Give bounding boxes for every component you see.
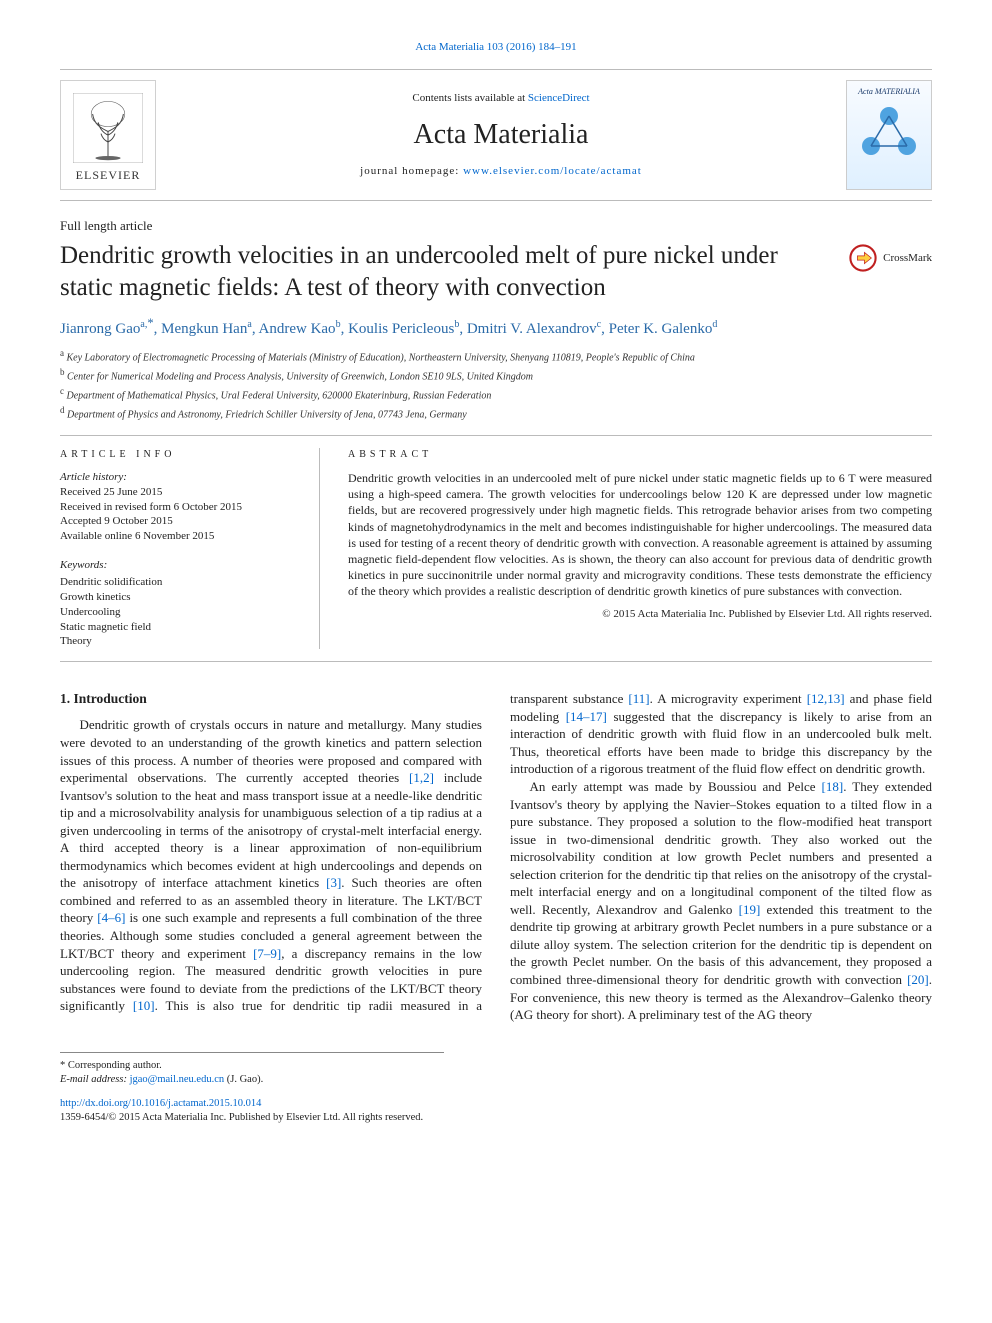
affiliation-b: b Center for Numerical Modeling and Proc… — [60, 366, 932, 384]
running-head-link[interactable]: Acta Materialia 103 (2016) 184–191 — [415, 41, 576, 53]
keywords: Keywords: Dendritic solidification Growt… — [60, 558, 301, 649]
aff-text-a: Key Laboratory of Electromagnetic Proces… — [67, 352, 695, 363]
history-online: Available online 6 November 2015 — [60, 529, 301, 544]
abstract-text: Dendritic growth velocities in an underc… — [348, 470, 932, 600]
ref-19[interactable]: [19] — [739, 902, 761, 917]
ref-3[interactable]: [3] — [326, 875, 341, 890]
doi-link[interactable]: http://dx.doi.org/10.1016/j.actamat.2015… — [60, 1098, 261, 1109]
p2c: . A microgravity experiment — [650, 691, 807, 706]
history-label: Article history: — [60, 470, 301, 485]
sciencedirect-link[interactable]: ScienceDirect — [528, 92, 590, 104]
affiliation-c: c Department of Mathematical Physics, Ur… — [60, 385, 932, 403]
p3a: An early attempt was made by Boussiou an… — [530, 779, 822, 794]
author-4[interactable]: Koulis Pericleous — [348, 321, 454, 337]
corresponding-author-note: * Corresponding author. — [60, 1059, 444, 1073]
email-suffix: (J. Gao). — [224, 1074, 263, 1085]
keyword-2: Growth kinetics — [60, 590, 301, 605]
p3b: . They extended Ivantsov's theory by app… — [510, 779, 932, 917]
article-type: Full length article — [60, 217, 932, 235]
author-6[interactable]: Peter K. Galenko — [609, 321, 713, 337]
masthead: ELSEVIER Contents lists available at Sci… — [60, 69, 932, 201]
ref-1-2[interactable]: [1,2] — [409, 770, 434, 785]
keyword-1: Dendritic solidification — [60, 575, 301, 590]
article-history: Article history: Received 25 June 2015 R… — [60, 470, 301, 544]
contents-line: Contents lists available at ScienceDirec… — [174, 91, 828, 106]
ref-7-9[interactable]: [7–9] — [253, 946, 281, 961]
author-2-aff: a — [247, 319, 251, 330]
ref-12-13[interactable]: [12,13] — [807, 691, 845, 706]
keyword-5: Theory — [60, 634, 301, 649]
aff-sup-c: c — [60, 386, 64, 396]
running-head: Acta Materialia 103 (2016) 184–191 — [60, 40, 932, 55]
article-info: ARTICLE INFO Article history: Received 2… — [60, 448, 320, 649]
article-title: Dendritic growth velocities in an underc… — [60, 240, 835, 303]
crossmark-label: CrossMark — [883, 251, 932, 266]
footnotes: * Corresponding author. E-mail address: … — [60, 1052, 444, 1087]
thumb-graphic-icon — [859, 102, 919, 162]
homepage-prefix: journal homepage: — [360, 165, 463, 177]
ref-18[interactable]: [18] — [822, 779, 844, 794]
aff-sup-d: d — [60, 405, 65, 415]
body-columns: 1. Introduction Dendritic growth of crys… — [60, 690, 932, 1023]
homepage-line: journal homepage: www.elsevier.com/locat… — [174, 164, 828, 179]
affiliation-d: d Department of Physics and Astronomy, F… — [60, 404, 932, 422]
article-info-head: ARTICLE INFO — [60, 448, 301, 462]
aff-sup-a: a — [60, 348, 64, 358]
author-5[interactable]: Dmitri V. Alexandrov — [467, 321, 597, 337]
affiliation-a: a Key Laboratory of Electromagnetic Proc… — [60, 347, 932, 365]
thumb-title: Acta MATERIALIA — [858, 87, 920, 98]
ref-14-17[interactable]: [14–17] — [566, 709, 607, 724]
aff-sup-b: b — [60, 367, 65, 377]
history-accepted: Accepted 9 October 2015 — [60, 514, 301, 529]
author-1[interactable]: Jianrong Gao — [60, 321, 140, 337]
abstract-copyright: © 2015 Acta Materialia Inc. Published by… — [348, 607, 932, 622]
corr-text: Corresponding author. — [68, 1060, 162, 1071]
meta-block: ARTICLE INFO Article history: Received 2… — [60, 435, 932, 662]
history-revised: Received in revised form 6 October 2015 — [60, 500, 301, 515]
email-line: E-mail address: jgao@mail.neu.edu.cn (J.… — [60, 1073, 444, 1087]
crossmark-badge[interactable]: CrossMark — [849, 244, 932, 272]
keyword-4: Static magnetic field — [60, 620, 301, 635]
issn-copyright: 1359-6454/© 2015 Acta Materialia Inc. Pu… — [60, 1111, 932, 1125]
author-3-aff: b — [336, 319, 341, 330]
affiliations: a Key Laboratory of Electromagnetic Proc… — [60, 347, 932, 421]
ref-4-6[interactable]: [4–6] — [97, 910, 125, 925]
ref-11[interactable]: [11] — [628, 691, 649, 706]
author-5-aff: c — [597, 319, 601, 330]
ref-20[interactable]: [20] — [907, 972, 929, 987]
aff-text-d: Department of Physics and Astronomy, Fri… — [67, 409, 467, 420]
author-6-aff: d — [712, 319, 717, 330]
publisher-logo[interactable]: ELSEVIER — [60, 80, 156, 190]
journal-cover-thumb[interactable]: Acta MATERIALIA — [846, 80, 932, 190]
author-3[interactable]: Andrew Kao — [259, 321, 336, 337]
author-1-corr: * — [147, 316, 153, 330]
section-1-heading: 1. Introduction — [60, 690, 482, 708]
masthead-center: Contents lists available at ScienceDirec… — [174, 80, 828, 190]
sec1-p3: An early attempt was made by Boussiou an… — [510, 778, 932, 1024]
aff-text-b: Center for Numerical Modeling and Proces… — [67, 371, 533, 382]
corr-marker: * — [60, 1060, 65, 1071]
keyword-3: Undercooling — [60, 605, 301, 620]
abstract-head: ABSTRACT — [348, 448, 932, 462]
email-label: E-mail address: — [60, 1074, 130, 1085]
corr-email[interactable]: jgao@mail.neu.edu.cn — [130, 1074, 225, 1085]
ref-10[interactable]: [10] — [133, 998, 155, 1013]
author-4-aff: b — [454, 319, 459, 330]
elsevier-tree-icon — [73, 93, 143, 163]
contents-prefix: Contents lists available at — [412, 92, 527, 104]
publisher-wordmark: ELSEVIER — [76, 167, 141, 183]
crossmark-icon — [849, 244, 877, 272]
homepage-url[interactable]: www.elsevier.com/locate/actamat — [463, 165, 642, 177]
p1b: include Ivantsov's solution to the heat … — [60, 770, 482, 890]
authors-line: Jianrong Gaoa,*, Mengkun Hana, Andrew Ka… — [60, 315, 932, 339]
doi-block: http://dx.doi.org/10.1016/j.actamat.2015… — [60, 1097, 932, 1125]
journal-name: Acta Materialia — [174, 116, 828, 154]
aff-text-c: Department of Mathematical Physics, Ural… — [67, 390, 492, 401]
keywords-label: Keywords: — [60, 558, 301, 573]
history-received: Received 25 June 2015 — [60, 485, 301, 500]
abstract-block: ABSTRACT Dendritic growth velocities in … — [348, 448, 932, 649]
author-2[interactable]: Mengkun Han — [161, 321, 247, 337]
